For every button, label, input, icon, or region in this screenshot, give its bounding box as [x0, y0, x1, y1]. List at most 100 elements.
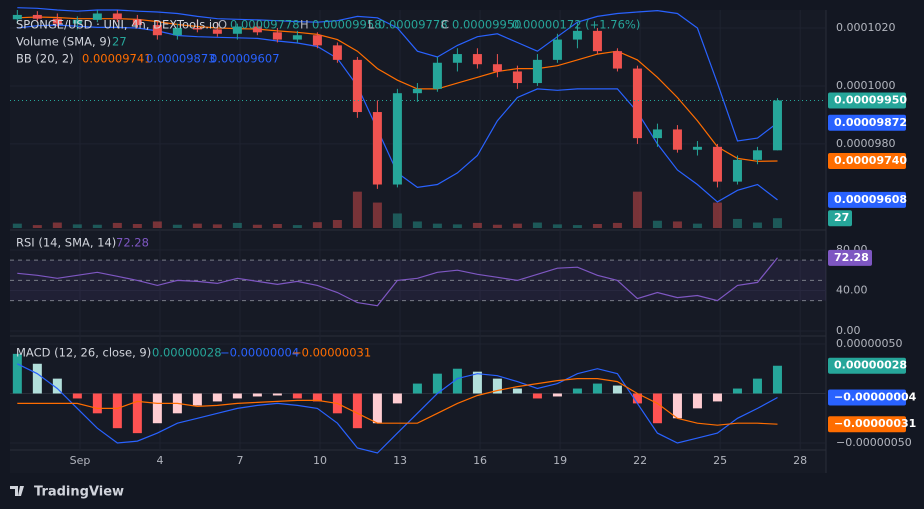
price-badge-label: 0.00009950 — [834, 93, 907, 106]
c-value: 0.00009950 — [452, 18, 522, 32]
candle-body — [472, 54, 482, 65]
candle-body — [72, 19, 82, 24]
macd-hist-bar — [532, 393, 542, 399]
macd-hist-bar — [192, 393, 202, 406]
y-tick-label: 0.0001020 — [836, 21, 896, 34]
candle-body — [192, 27, 202, 30]
macd-legend: MACD (12, 26, close, 9) — [16, 346, 151, 360]
candle-body — [112, 13, 122, 20]
candle-body — [732, 159, 742, 182]
macd-hist-bar — [592, 383, 602, 394]
candle-body — [412, 88, 422, 94]
title: SPONGE/USD · UNI, 4h, DEXTools.io — [16, 18, 219, 32]
candle-body — [432, 62, 442, 89]
candle-body — [252, 26, 262, 33]
volume-bar — [152, 221, 162, 228]
macd-hist-bar — [372, 393, 382, 424]
candle-body — [332, 45, 342, 60]
candle-body — [612, 51, 622, 69]
volume-bar — [592, 224, 602, 228]
macd-value: −0.00000004 — [220, 346, 299, 360]
volume-bar — [192, 223, 202, 228]
candle-body — [232, 26, 242, 34]
volume-bar — [392, 213, 402, 228]
macd-hist-bar — [672, 393, 682, 419]
volume-badge — [828, 210, 852, 227]
brand-logo — [10, 486, 24, 496]
price-badge-label: −0.00000004 — [834, 390, 917, 403]
y-tick-label: −0.00000050 — [836, 436, 912, 449]
macd-hist-bar — [412, 383, 422, 394]
x-tick-label: 22 — [633, 454, 647, 467]
macd-hist-bar — [732, 388, 742, 394]
price-badge — [828, 153, 906, 170]
l-label: L — [368, 18, 375, 32]
bb-lower-value: 0.00009607 — [210, 52, 280, 66]
candle-body — [372, 112, 382, 185]
y-tick-label: 0.00 — [836, 324, 861, 337]
price-badge — [828, 92, 906, 109]
rsi-badge-label: 72.28 — [834, 251, 869, 264]
volume-bar — [432, 223, 442, 228]
y-tick-label: 0.0000980 — [836, 137, 896, 150]
macd-hist-bar — [572, 388, 582, 394]
bb-upper — [17, 7, 778, 142]
x-tick-label: 16 — [473, 454, 487, 467]
volume-bar — [352, 191, 362, 228]
brand: TradingView — [34, 485, 124, 500]
volume-bar — [172, 224, 182, 228]
bb-upper-value: 0.00009873 — [146, 52, 216, 66]
volume-bar — [772, 218, 782, 228]
volume-bar — [612, 222, 622, 228]
o-value: 0.00009778 — [230, 18, 300, 32]
volume-bar — [52, 222, 62, 228]
bb-basis — [17, 16, 778, 162]
macd-hist-bar — [392, 393, 402, 404]
candle-body — [592, 30, 602, 52]
candle-body — [92, 13, 102, 20]
rsi-legend: RSI (14, SMA, 14) — [16, 236, 116, 250]
macd-hist-bar — [352, 393, 362, 429]
candle-body — [672, 129, 682, 150]
volume-bar — [752, 222, 762, 228]
candle-body — [352, 59, 362, 113]
x-tick-label: 13 — [393, 454, 407, 467]
volume-legend: Volume (SMA, 9) — [16, 35, 111, 49]
candle-body — [452, 54, 462, 63]
volume-bar — [452, 224, 462, 228]
macd-hist-bar — [52, 378, 62, 394]
volume-bar — [12, 223, 22, 228]
volume-bar — [292, 225, 302, 228]
x-tick-label: 25 — [713, 454, 727, 467]
macd-hist-bar — [552, 393, 562, 397]
macd-hist-bar — [292, 393, 302, 399]
volume-bar — [272, 224, 282, 228]
h-value: 0.00009958 — [312, 18, 382, 32]
price-badge — [828, 191, 906, 208]
macd-hist-bar — [512, 388, 522, 394]
volume-bar — [412, 221, 422, 228]
macd-hist-bar — [452, 368, 462, 394]
volume-legend-value: 27 — [112, 35, 127, 49]
macd-hist-bar — [632, 393, 642, 404]
volume-bar — [572, 225, 582, 228]
volume-bar — [92, 224, 102, 228]
x-tick-label: 28 — [793, 454, 807, 467]
candle-body — [392, 93, 402, 185]
macd-line — [17, 363, 778, 454]
candle-body — [12, 14, 22, 20]
candle-body — [52, 18, 62, 24]
volume-bar — [212, 224, 222, 228]
change: 0.00000172 (+1.76%) — [512, 18, 640, 32]
volume-bar — [732, 218, 742, 228]
volume-bar — [632, 191, 642, 228]
candle-body — [152, 25, 162, 36]
candle-body — [312, 35, 322, 46]
y-tick-label: 0.0001000 — [836, 79, 896, 92]
x-tick-label: 19 — [553, 454, 567, 467]
rsi-line — [17, 257, 778, 307]
volume-bar — [672, 221, 682, 228]
x-tick-label: 7 — [237, 454, 244, 467]
price-badge — [828, 389, 906, 406]
